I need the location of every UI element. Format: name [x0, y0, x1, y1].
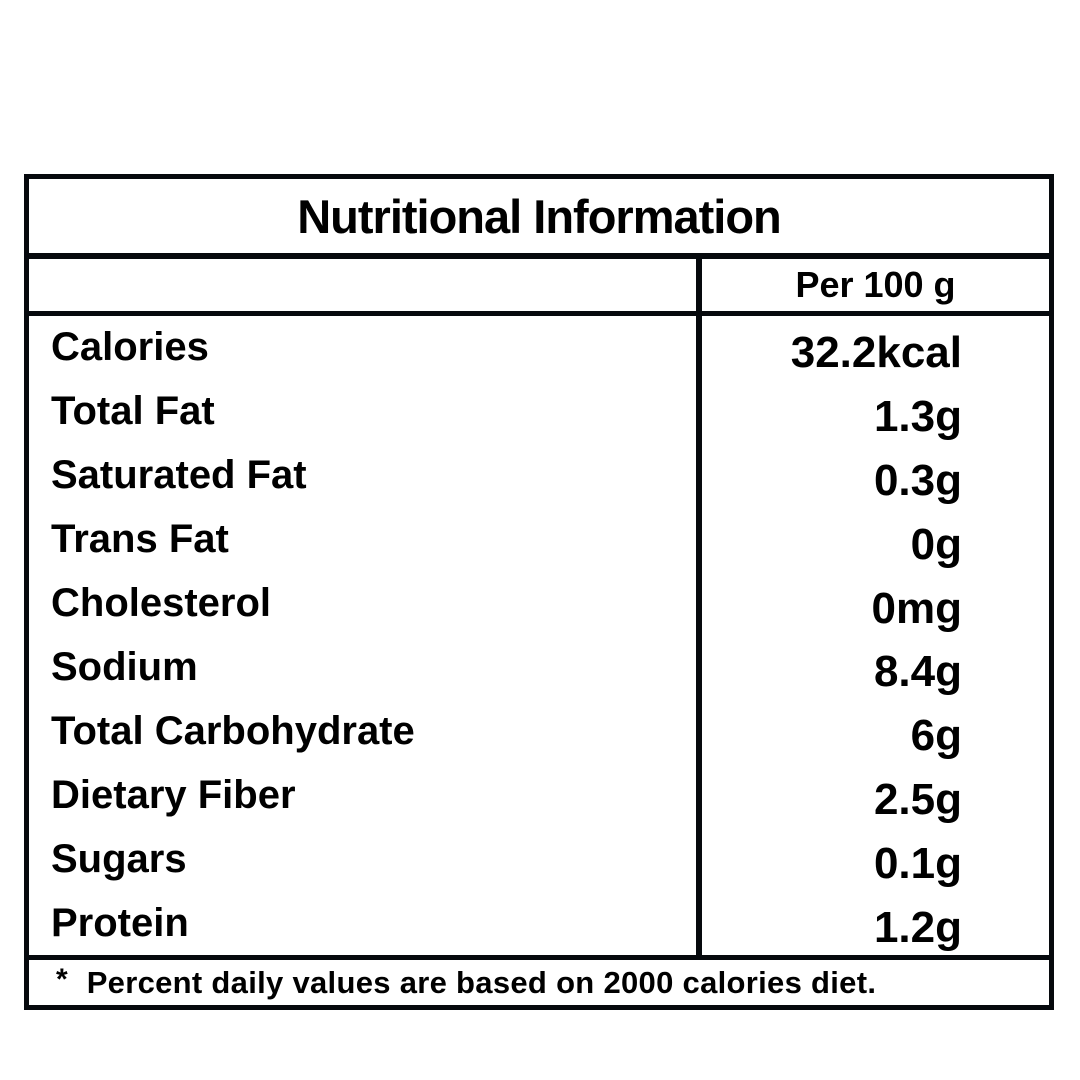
table-row-protein: Protein 1.2g: [29, 891, 1049, 956]
nutrient-value: 6g: [910, 711, 962, 761]
table-row-sodium: Sodium 8.4g: [29, 635, 1049, 700]
nutrient-label: Total Fat: [29, 379, 702, 444]
table-body: Calories 32.2kcal Total Fat 1.3g Saturat…: [29, 316, 1049, 956]
nutrient-value: 1.2g: [873, 903, 962, 953]
table-row-cholesterol: Cholesterol 0mg: [29, 571, 1049, 636]
nutrient-label: Protein: [29, 891, 702, 956]
nutrient-value-cell: 2.5g: [702, 763, 1049, 827]
table-row-total-fat: Total Fat 1.3g: [29, 379, 1049, 444]
nutrient-value-cell: 0.3g: [702, 444, 1049, 508]
nutrient-value: 1.3g: [873, 391, 962, 441]
footnote-text: Percent daily values are based on 2000 c…: [86, 964, 877, 1000]
column-header-row: Per 100 g: [29, 259, 1049, 316]
nutrient-value: 0.3g: [873, 455, 962, 505]
nutrient-value-cell: 0.1g: [702, 827, 1049, 891]
column-header-empty-cell: [29, 259, 702, 311]
nutrient-value-cell: 6g: [702, 699, 1049, 763]
nutrient-value-cell: 8.4g: [702, 636, 1049, 700]
nutrient-value: 32.2kcal: [790, 327, 962, 377]
nutrient-value-cell: 0mg: [702, 572, 1049, 636]
nutrient-label: Total Carbohydrate: [29, 699, 702, 764]
nutrient-label: Sugars: [29, 827, 702, 892]
nutrition-table: Nutritional Information Per 100 g Calori…: [24, 174, 1054, 1010]
nutrient-value: 8.4g: [873, 647, 962, 697]
nutrient-value: 2.5g: [873, 775, 962, 825]
table-row-sugars: Sugars 0.1g: [29, 827, 1049, 892]
nutrient-value-cell: 1.3g: [702, 380, 1049, 444]
nutrient-label: Trans Fat: [29, 507, 702, 572]
table-row-saturated-fat: Saturated Fat 0.3g: [29, 443, 1049, 508]
nutrient-label: Calories: [29, 316, 702, 380]
nutrient-label: Cholesterol: [29, 571, 702, 636]
nutrient-value-cell: 1.2g: [702, 891, 1049, 955]
column-header-per-100g: Per 100 g: [795, 264, 956, 305]
footnote-row: * Percent daily values are based on 2000…: [29, 955, 1049, 1005]
table-row-calories: Calories 32.2kcal: [29, 316, 1049, 380]
nutrient-value: 0g: [910, 519, 962, 569]
nutrient-label: Dietary Fiber: [29, 763, 702, 828]
table-row-trans-fat: Trans Fat 0g: [29, 507, 1049, 572]
nutrient-value-cell: 0g: [702, 508, 1049, 572]
table-title: Nutritional Information: [297, 189, 782, 243]
nutrient-value-cell: 32.2kcal: [702, 316, 1049, 380]
table-title-row: Nutritional Information: [29, 179, 1049, 259]
footnote-asterisk: *: [56, 962, 68, 996]
table-row-dietary-fiber: Dietary Fiber 2.5g: [29, 763, 1049, 828]
nutrient-label: Sodium: [29, 635, 702, 700]
nutrient-value: 0.1g: [873, 839, 962, 889]
nutrient-value: 0mg: [871, 583, 962, 633]
table-row-total-carbohydrate: Total Carbohydrate 6g: [29, 699, 1049, 764]
nutrient-label: Saturated Fat: [29, 443, 702, 508]
